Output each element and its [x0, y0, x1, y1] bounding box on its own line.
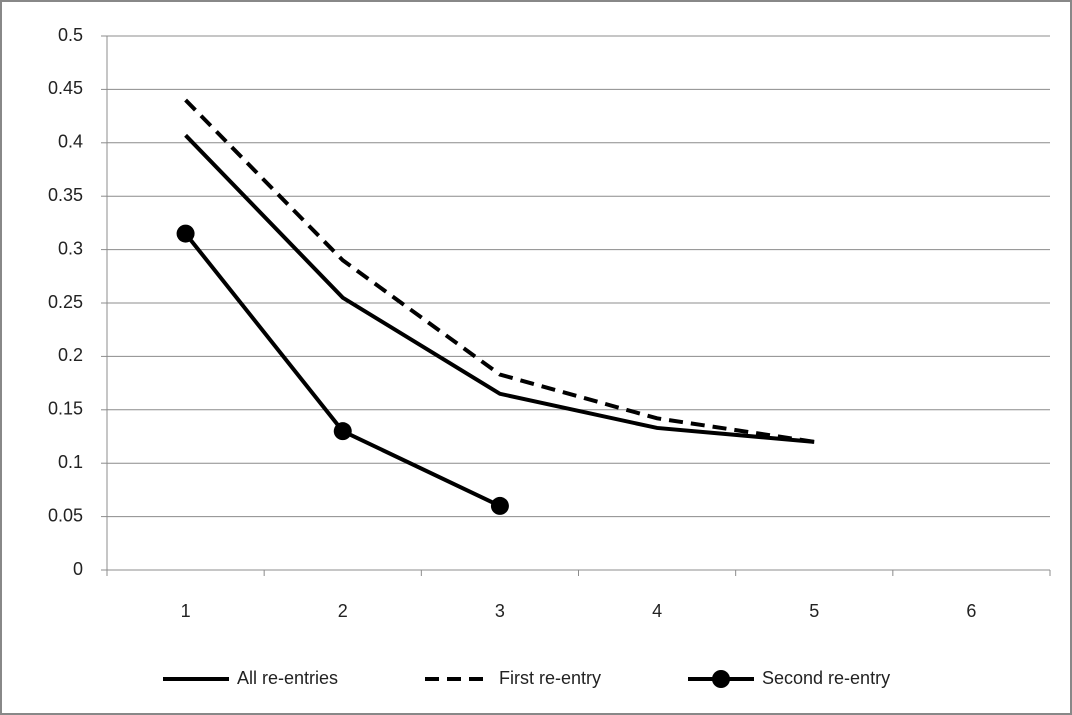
y-tick-label: 0.2	[58, 345, 83, 365]
y-tick-label: 0.45	[48, 78, 83, 98]
x-tick-label: 6	[966, 601, 976, 621]
legend-label: All re-entries	[237, 668, 338, 688]
y-tick-label: 0.25	[48, 292, 83, 312]
legend-label: First re-entry	[499, 668, 601, 688]
y-tick-label: 0	[73, 559, 83, 579]
y-tick-label: 0.4	[58, 132, 83, 152]
legend-marker	[712, 670, 730, 688]
series-line	[184, 98, 815, 444]
y-tick-label: 0.35	[48, 185, 83, 205]
series-marker	[176, 224, 195, 243]
series-line	[184, 133, 815, 444]
legend-label: Second re-entry	[762, 668, 890, 688]
series-marker	[490, 496, 509, 515]
x-tick-label: 4	[652, 601, 662, 621]
y-tick-label: 0.1	[58, 452, 83, 472]
y-tick-label: 0.5	[58, 25, 83, 45]
y-tick-label: 0.15	[48, 399, 83, 419]
x-tick-label: 2	[338, 601, 348, 621]
series-marker	[333, 422, 352, 441]
x-tick-label: 3	[495, 601, 505, 621]
y-tick-label: 0.05	[48, 505, 83, 525]
x-tick-label: 1	[181, 601, 191, 621]
y-tick-label: 0.3	[58, 238, 83, 258]
x-tick-label: 5	[809, 601, 819, 621]
